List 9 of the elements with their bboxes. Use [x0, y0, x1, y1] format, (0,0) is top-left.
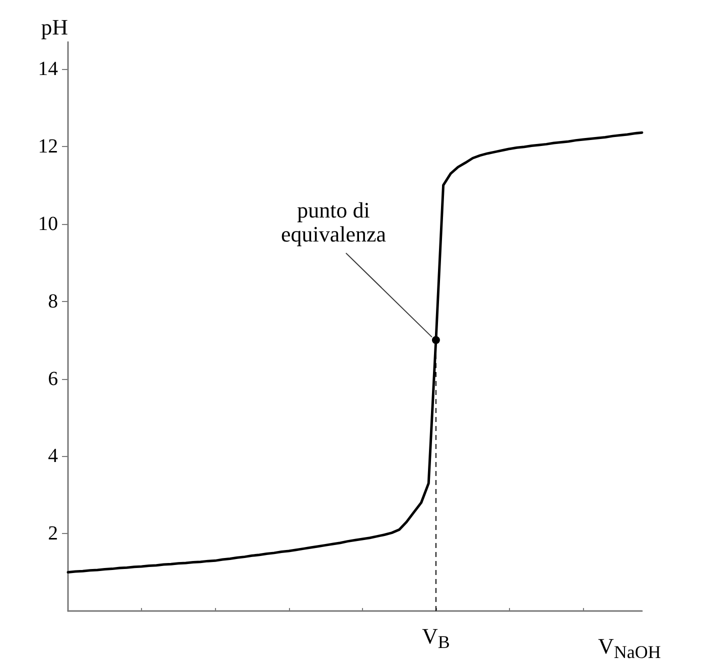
y-tick-label: 10: [38, 212, 58, 235]
annotation: punto di equivalenza: [280, 198, 386, 247]
y-tick-label: 12: [38, 136, 58, 158]
y-tick-label: 6: [48, 368, 58, 390]
y-tick-label: 2: [48, 522, 58, 545]
y-tick-label: 4: [48, 445, 58, 468]
y-tick-label: 14: [38, 58, 58, 80]
y-axis-title: pH: [41, 14, 68, 40]
y-tick-label: 8: [48, 290, 58, 312]
